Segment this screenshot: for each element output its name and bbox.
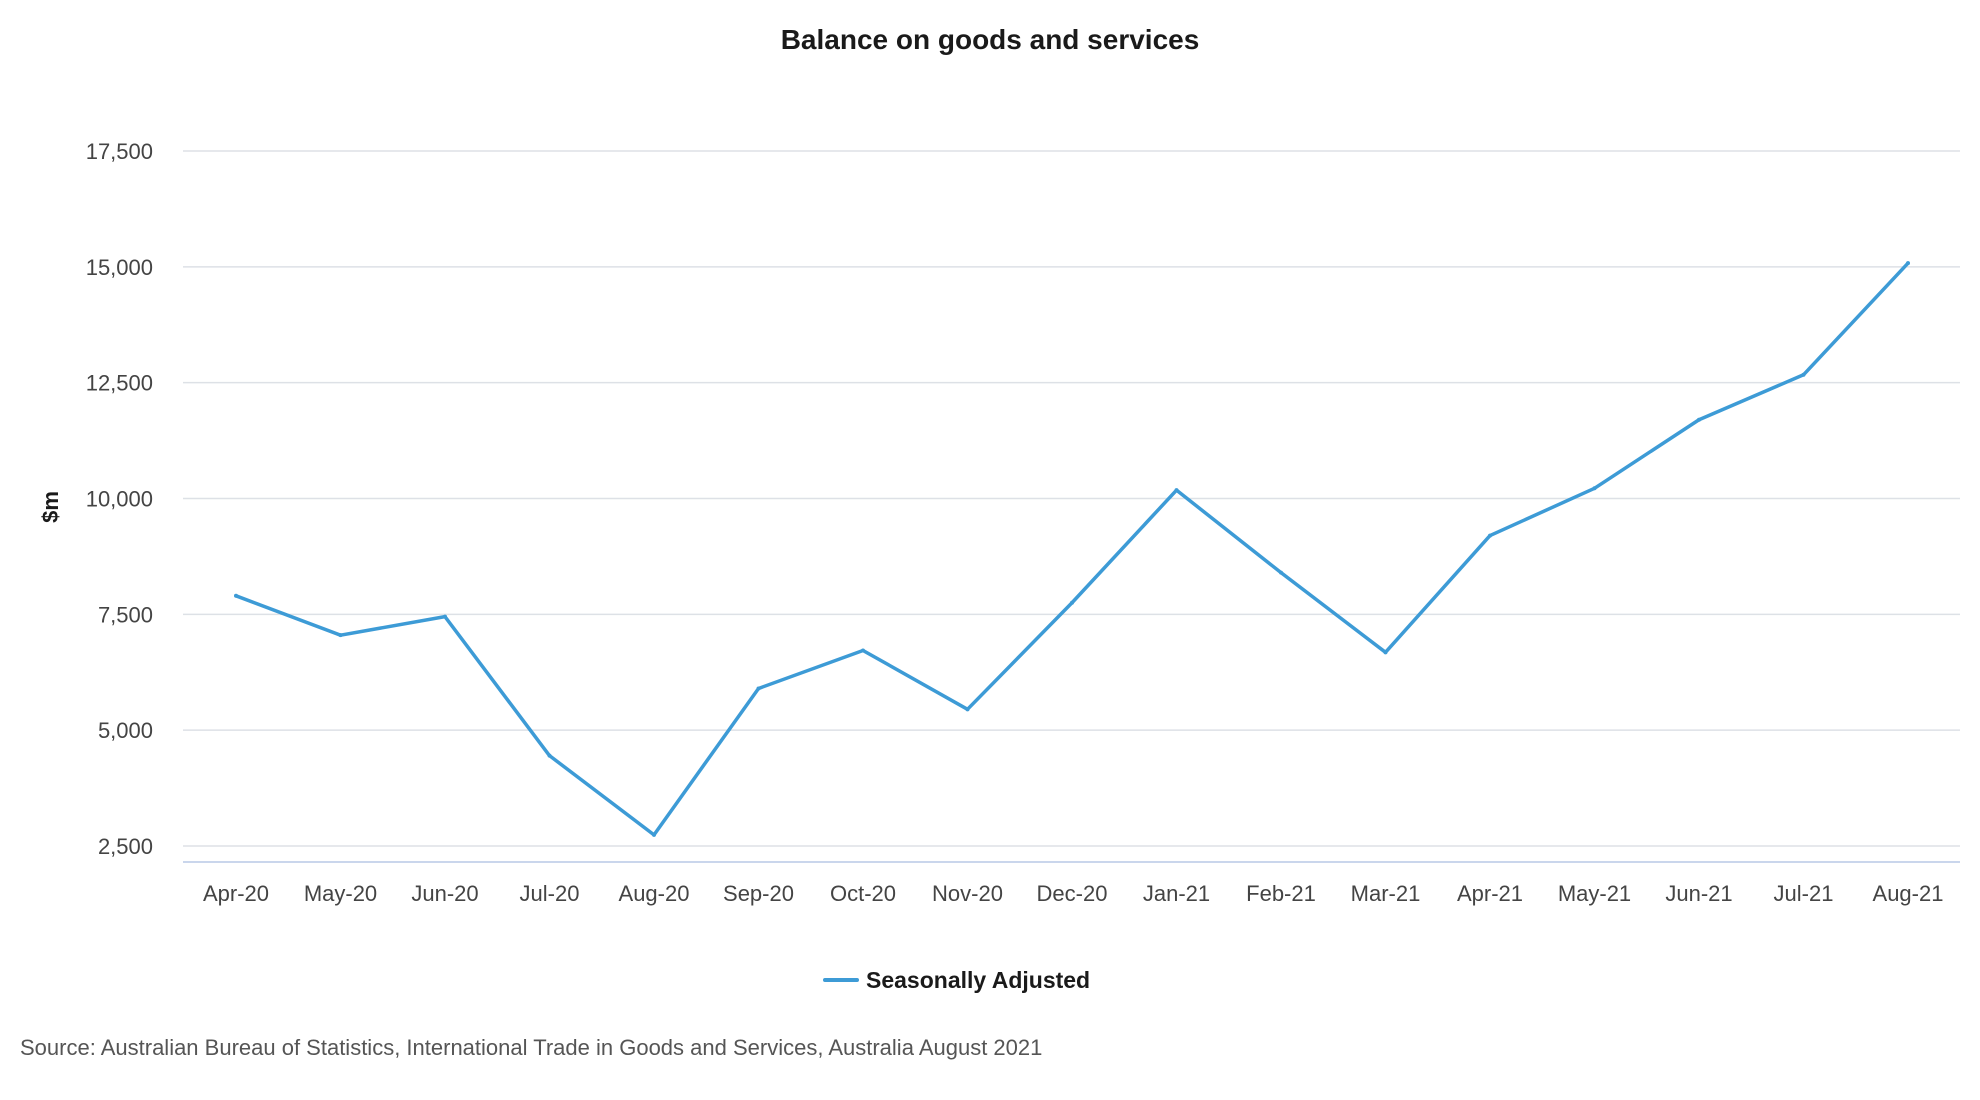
data-point[interactable] <box>756 686 761 691</box>
y-tick-label: 17,500 <box>86 139 153 164</box>
x-tick-label: Aug-21 <box>1873 881 1944 906</box>
x-tick-label: Jun-20 <box>411 881 478 906</box>
data-point[interactable] <box>234 593 238 598</box>
y-tick-label: 12,500 <box>86 371 153 396</box>
x-tick-label: Feb-21 <box>1246 881 1316 906</box>
data-point[interactable] <box>443 614 447 619</box>
y-axis-ticks: 2,500 5,000 7,500 10,000 12,500 15,000 17,500 <box>86 139 153 859</box>
series-layer <box>234 261 1910 837</box>
legend[interactable]: Seasonally Adjusted <box>823 967 1090 993</box>
y-tick-label: 2,500 <box>98 834 153 859</box>
x-tick-label: Jul-20 <box>520 881 580 906</box>
x-tick-label: Apr-21 <box>1457 881 1523 906</box>
series-line-seasonally-adjusted[interactable] <box>234 261 1910 837</box>
data-point[interactable] <box>652 832 656 837</box>
source-note: Source: Australian Bureau of Statistics,… <box>20 1035 1042 1060</box>
x-tick-label: Jun-21 <box>1665 881 1732 906</box>
x-tick-label: Mar-21 <box>1351 881 1421 906</box>
x-tick-label: Dec-20 <box>1037 881 1108 906</box>
data-point[interactable] <box>1906 261 1910 266</box>
data-point[interactable] <box>1070 600 1074 605</box>
data-point[interactable] <box>1801 372 1806 377</box>
x-tick-label: Nov-20 <box>932 881 1003 906</box>
chart-title: Balance on goods and services <box>781 24 1200 55</box>
x-tick-label: Apr-20 <box>203 881 269 906</box>
x-tick-label: May-20 <box>304 881 377 906</box>
legend-label-seasonally-adjusted[interactable]: Seasonally Adjusted <box>866 967 1090 993</box>
x-tick-label: Jan-21 <box>1143 881 1210 906</box>
y-tick-label: 5,000 <box>98 718 153 743</box>
data-point[interactable] <box>1592 486 1597 491</box>
x-tick-label: May-21 <box>1558 881 1631 906</box>
data-point[interactable] <box>1279 570 1283 575</box>
x-axis-ticks: Apr-20 May-20 Jun-20 Jul-20 Aug-20 Sep-20 Oct-… <box>203 881 1944 906</box>
x-tick-label: Jul-21 <box>1774 881 1834 906</box>
y-tick-label: 7,500 <box>98 602 153 627</box>
x-tick-label: Oct-20 <box>830 881 896 906</box>
data-point[interactable] <box>338 633 343 638</box>
gridlines <box>183 150 1960 847</box>
data-point[interactable] <box>861 648 865 653</box>
data-point[interactable] <box>1383 650 1388 655</box>
data-point[interactable] <box>965 707 970 712</box>
x-tick-label: Sep-20 <box>723 881 794 906</box>
data-point[interactable] <box>1488 533 1492 538</box>
y-tick-label: 10,000 <box>86 487 153 512</box>
data-point[interactable] <box>547 753 552 758</box>
y-axis-label: $m <box>38 491 63 523</box>
y-tick-label: 15,000 <box>86 255 153 280</box>
data-point[interactable] <box>1697 417 1701 422</box>
data-point[interactable] <box>1174 488 1179 493</box>
x-tick-label: Aug-20 <box>619 881 690 906</box>
